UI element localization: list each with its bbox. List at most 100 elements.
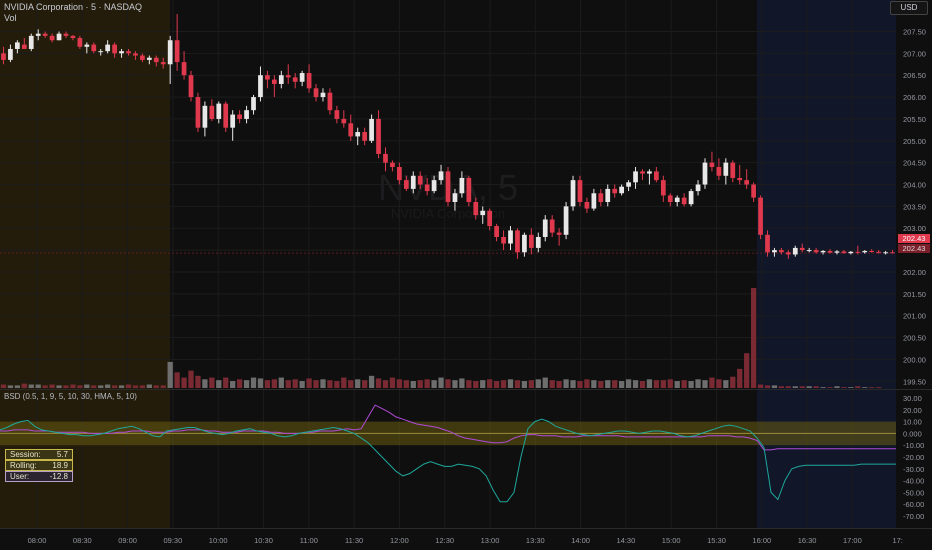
price-axis-label: 200.50 <box>903 334 926 343</box>
candle-body <box>1 53 6 60</box>
candle-body <box>216 103 222 119</box>
volume-bar <box>306 378 312 388</box>
candle-body <box>265 75 270 80</box>
candle-body <box>681 197 687 205</box>
volume-bar <box>174 372 180 388</box>
candle-body <box>56 33 62 41</box>
rolling-box: Rolling: 18.9 <box>5 460 73 471</box>
candle-body <box>70 35 76 39</box>
volume-bar <box>132 385 139 388</box>
candle-body <box>133 53 138 56</box>
candle-body <box>417 175 423 185</box>
volume-bar <box>7 385 14 388</box>
time-axis-label: 10:30 <box>254 536 273 545</box>
volume-bar <box>209 377 215 388</box>
volume-bar <box>77 385 83 388</box>
price-axis-bg <box>896 0 932 528</box>
time-axis-label: 10:00 <box>209 536 228 545</box>
volume-bar <box>348 380 354 388</box>
volume-bar <box>292 379 298 388</box>
volume-bar <box>334 381 340 388</box>
price-axis-label: 203.00 <box>903 224 926 233</box>
volume-bar <box>493 381 500 388</box>
candle-body <box>542 219 548 237</box>
candle-body <box>244 110 249 119</box>
volume-bar <box>869 387 875 388</box>
volume-bar <box>49 384 55 388</box>
candle-body <box>362 132 368 141</box>
price-axis-label: 202.00 <box>903 268 926 277</box>
time-axis-label: 13:00 <box>481 536 500 545</box>
candle-body <box>410 175 416 189</box>
candle-body <box>21 44 27 49</box>
candle-body <box>91 44 97 52</box>
volume-bar <box>271 379 277 388</box>
candle-body <box>654 171 659 181</box>
last-price-tag: 202.43 <box>898 234 930 243</box>
volume-bar <box>667 379 673 388</box>
price-axis-label: 206.00 <box>903 93 926 102</box>
volume-bar <box>452 380 458 388</box>
candle-body <box>195 97 201 128</box>
price-axis-label: 200.00 <box>903 355 926 364</box>
volume-bar <box>431 380 437 388</box>
candle-body <box>744 180 750 185</box>
volume-bar <box>570 380 576 388</box>
candle-body <box>876 251 881 253</box>
indicator-axis-label: 0.000 <box>903 429 922 438</box>
candle-body <box>251 97 256 111</box>
volume-bar <box>549 380 555 388</box>
candle-body <box>813 250 819 253</box>
symbol-title[interactable]: NVIDIA Corporation · 5 · NASDAQ <box>4 2 143 12</box>
price-axis-label: 203.50 <box>903 202 926 211</box>
volume-bar <box>139 385 146 388</box>
volume-bar <box>785 386 791 388</box>
indicator-axis-label: -70.00 <box>903 512 924 521</box>
candle-body <box>584 202 590 209</box>
volume-bar <box>674 381 680 388</box>
candle-body <box>598 193 604 202</box>
candle-body <box>508 230 513 244</box>
volume-bar <box>35 384 41 388</box>
volume-bar <box>834 386 840 388</box>
currency-button[interactable]: USD <box>890 1 928 15</box>
candle-body <box>376 118 381 154</box>
candle-body <box>702 162 708 185</box>
candle-body <box>855 251 861 253</box>
volume-bar <box>105 384 111 388</box>
volume-bar <box>167 361 173 388</box>
volume-bar <box>313 380 319 388</box>
volume-bar <box>188 370 194 388</box>
time-axis-label: 11:00 <box>300 536 318 545</box>
rolling-label: Rolling: <box>10 461 37 470</box>
volume-bar <box>278 377 284 388</box>
time-axis-label: 09:00 <box>118 536 137 545</box>
candle-body <box>230 114 236 128</box>
volume-bar <box>709 377 715 388</box>
volume-bar <box>160 385 166 388</box>
volume-bar <box>181 377 187 388</box>
volume-bar <box>556 381 562 388</box>
candle-body <box>890 252 895 254</box>
candle-body <box>647 171 652 174</box>
volume-bar <box>396 379 403 388</box>
volume-bar <box>327 380 333 388</box>
candle-body <box>709 162 715 168</box>
candle-body <box>403 180 409 189</box>
volume-bar <box>223 377 229 388</box>
volume-bar <box>243 380 250 388</box>
volume-bar <box>542 377 548 388</box>
volume-bar <box>125 384 132 388</box>
indicator-legend[interactable]: BSD (0.5, 1, 9, 5, 10, 30, HMA, 5, 10) <box>4 392 137 401</box>
candle-body <box>459 177 465 194</box>
candle-body <box>758 197 763 235</box>
volume-bar <box>875 387 882 388</box>
volume-legend[interactable]: Vol <box>4 13 17 23</box>
volume-bar <box>153 385 159 388</box>
volume-bar <box>459 378 465 388</box>
candle-body <box>77 38 83 47</box>
volume-bar <box>0 384 7 388</box>
volume-bar <box>98 385 104 388</box>
price-axis-label: 205.00 <box>903 137 926 146</box>
